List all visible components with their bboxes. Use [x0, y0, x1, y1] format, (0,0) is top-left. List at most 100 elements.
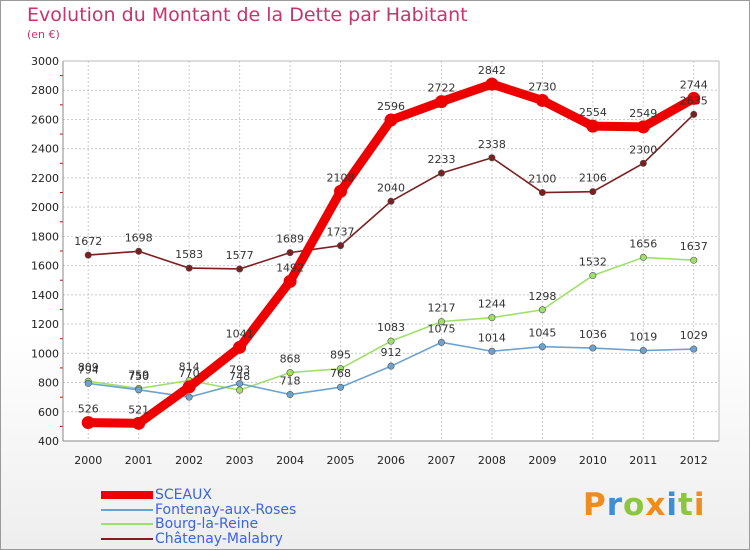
- data-point-bourg-la-reine: [437, 318, 445, 326]
- series-layer: [81, 77, 701, 430]
- chart-title: Evolution du Montant de la Dette par Hab…: [27, 4, 468, 26]
- data-point-chatenay-malabry: [337, 242, 345, 250]
- data-label-bourg-la-reine: 1083: [377, 321, 405, 334]
- data-label-bourg-la-reine: 759: [128, 369, 149, 382]
- axes: 400 600 800 1000 1200 1400 1600 1800 2000 2200 240…: [31, 55, 720, 467]
- data-label-fontenay-aux-roses: 768: [330, 367, 351, 380]
- data-point-fontenay-aux-roses: [589, 344, 597, 352]
- x-tick-label: 2011: [629, 454, 657, 467]
- data-label-fontenay-aux-roses: 750: [128, 370, 149, 383]
- legend-swatch: [101, 491, 153, 499]
- x-tick-label: 2012: [680, 454, 708, 467]
- data-point-fontenay-aux-roses: [488, 347, 496, 355]
- data-label-fontenay-aux-roses: 912: [381, 346, 402, 359]
- data-label-fontenay-aux-roses: 1014: [478, 331, 506, 344]
- data-point-bourg-la-reine: [589, 272, 597, 280]
- data-label-bourg-la-reine: 1217: [427, 302, 455, 315]
- x-tick-label: 2009: [528, 454, 556, 467]
- y-tick-label: 1400: [31, 289, 59, 302]
- legend-label: Bourg-la-Reine: [155, 516, 259, 532]
- data-point-sceaux: [334, 184, 348, 198]
- data-label-bourg-la-reine: 1532: [579, 256, 607, 269]
- data-point-sceaux: [81, 416, 95, 430]
- data-point-sceaux: [434, 95, 448, 109]
- legend-label: Fontenay-aux-Roses: [155, 502, 297, 518]
- data-point-sceaux: [636, 120, 650, 134]
- data-point-chatenay-malabry: [286, 249, 294, 257]
- data-labels: 1672 1698 1583 1577 1689 1737 2040 2233 2338 2100…: [74, 64, 708, 416]
- line-chart: 400 600 800 1000 1200 1400 1600 1800 2000 2200 240…: [31, 55, 720, 467]
- y-tick-label: 2200: [31, 172, 59, 185]
- data-point-fontenay-aux-roses: [387, 362, 395, 370]
- y-tick-label: 1800: [31, 230, 59, 243]
- x-tick-label: 2003: [226, 454, 254, 467]
- data-label-sceaux: 2722: [427, 82, 455, 95]
- data-label-sceaux: 2108: [327, 171, 355, 184]
- data-label-fontenay-aux-roses: 1036: [579, 328, 607, 341]
- data-point-chatenay-malabry: [185, 264, 193, 272]
- data-label-bourg-la-reine: 1637: [680, 240, 708, 253]
- data-label-chatenay-malabry: 1737: [327, 226, 355, 239]
- y-tick-label: 1000: [31, 347, 59, 360]
- data-label-chatenay-malabry: 1583: [175, 248, 203, 261]
- data-point-fontenay-aux-roses: [185, 393, 193, 401]
- data-label-chatenay-malabry: 1689: [276, 233, 304, 246]
- data-point-sceaux: [586, 119, 600, 133]
- data-point-chatenay-malabry: [135, 247, 143, 255]
- y-tick-label: 1200: [31, 318, 59, 331]
- data-label-bourg-la-reine: 809: [78, 361, 99, 374]
- data-label-sceaux: 526: [78, 403, 99, 416]
- data-label-chatenay-malabry: 2635: [680, 94, 708, 107]
- y-tick-label: 2800: [31, 84, 59, 97]
- data-point-sceaux: [384, 113, 398, 127]
- data-point-fontenay-aux-roses: [84, 379, 92, 387]
- legend-swatch: [101, 538, 153, 540]
- data-label-chatenay-malabry: 2040: [377, 181, 405, 194]
- data-point-bourg-la-reine: [639, 253, 647, 261]
- data-label-chatenay-malabry: 2233: [427, 153, 455, 166]
- data-label-fontenay-aux-roses: 793: [229, 364, 250, 377]
- data-point-bourg-la-reine: [488, 314, 496, 322]
- data-point-chatenay-malabry: [387, 197, 395, 205]
- data-label-sceaux: 2842: [478, 64, 506, 77]
- data-point-bourg-la-reine: [286, 369, 294, 377]
- legend-swatch: [101, 509, 153, 511]
- x-tick-label: 2000: [74, 454, 102, 467]
- data-point-bourg-la-reine: [236, 386, 244, 394]
- data-point-chatenay-malabry: [488, 154, 496, 162]
- data-label-fontenay-aux-roses: 794: [78, 363, 99, 376]
- data-point-chatenay-malabry: [690, 110, 698, 118]
- data-point-fontenay-aux-roses: [690, 345, 698, 353]
- data-label-sceaux: 770: [179, 367, 200, 380]
- data-label-fontenay-aux-roses: 718: [280, 375, 301, 388]
- data-label-chatenay-malabry: 2300: [629, 143, 657, 156]
- data-point-chatenay-malabry: [589, 188, 597, 196]
- y-tick-label: 2600: [31, 113, 59, 126]
- data-label-bourg-la-reine: 814: [179, 360, 200, 373]
- data-label-chatenay-malabry: 2100: [528, 173, 556, 186]
- data-label-sceaux: 2730: [528, 80, 556, 93]
- data-label-chatenay-malabry: 2106: [579, 172, 607, 185]
- data-label-sceaux: 2744: [680, 78, 708, 91]
- data-point-fontenay-aux-roses: [337, 383, 345, 391]
- data-label-bourg-la-reine: 895: [330, 349, 351, 362]
- data-label-sceaux: 1041: [226, 327, 254, 340]
- data-point-bourg-la-reine: [690, 256, 698, 264]
- x-tick-label: 2004: [276, 454, 304, 467]
- data-label-chatenay-malabry: 2338: [478, 138, 506, 151]
- x-tick-label: 2008: [478, 454, 506, 467]
- data-point-chatenay-malabry: [538, 189, 546, 197]
- data-label-sceaux: 2596: [377, 100, 405, 113]
- data-point-fontenay-aux-roses: [538, 343, 546, 351]
- y-tick-label: 600: [38, 406, 59, 419]
- data-label-bourg-la-reine: 1298: [528, 290, 556, 303]
- data-label-fontenay-aux-roses: 1029: [680, 329, 708, 342]
- y-tick-label: 1600: [31, 260, 59, 273]
- y-tick-label: 800: [38, 377, 59, 390]
- data-label-bourg-la-reine: 1656: [629, 237, 657, 250]
- x-tick-label: 2005: [327, 454, 355, 467]
- data-point-sceaux: [283, 274, 297, 288]
- data-label-sceaux: 2554: [579, 106, 607, 119]
- x-tick-label: 2010: [579, 454, 607, 467]
